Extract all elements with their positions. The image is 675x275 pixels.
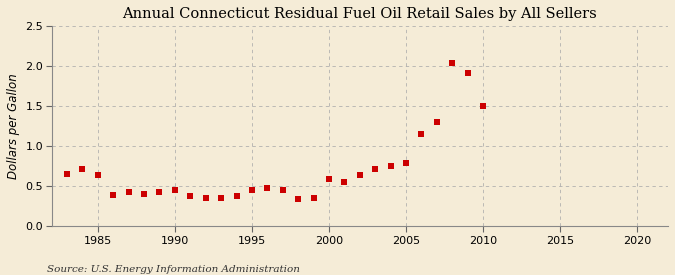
Point	[431, 120, 442, 125]
Point	[354, 173, 365, 177]
Point	[262, 186, 273, 190]
Point	[401, 161, 412, 165]
Point	[169, 188, 180, 192]
Point	[185, 194, 196, 198]
Point	[478, 104, 489, 109]
Point	[416, 132, 427, 136]
Point	[216, 195, 227, 200]
Point	[92, 173, 103, 177]
Y-axis label: Dollars per Gallon: Dollars per Gallon	[7, 73, 20, 179]
Text: Source: U.S. Energy Information Administration: Source: U.S. Energy Information Administ…	[47, 265, 300, 274]
Point	[308, 196, 319, 200]
Point	[108, 193, 119, 197]
Point	[385, 163, 396, 168]
Point	[200, 195, 211, 200]
Point	[138, 192, 149, 197]
Point	[61, 172, 72, 177]
Point	[447, 61, 458, 65]
Point	[462, 71, 473, 76]
Title: Annual Connecticut Residual Fuel Oil Retail Sales by All Sellers: Annual Connecticut Residual Fuel Oil Ret…	[122, 7, 597, 21]
Point	[246, 187, 257, 192]
Point	[339, 180, 350, 185]
Point	[277, 188, 288, 192]
Point	[231, 194, 242, 198]
Point	[124, 190, 134, 194]
Point	[154, 190, 165, 194]
Point	[77, 167, 88, 171]
Point	[370, 167, 381, 171]
Point	[293, 197, 304, 201]
Point	[323, 177, 334, 181]
